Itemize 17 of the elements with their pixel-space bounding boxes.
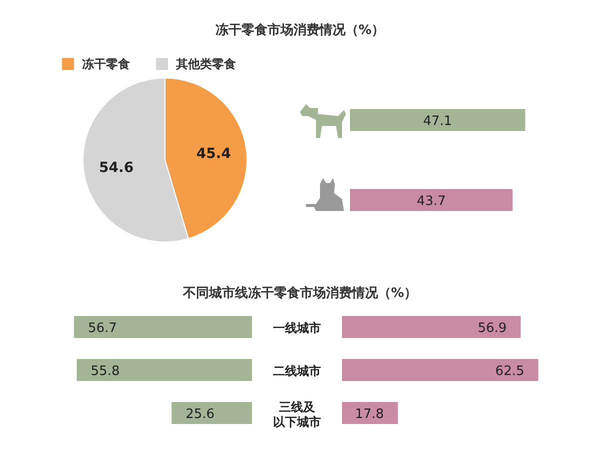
y-tick-label: 一线城市 — [273, 321, 321, 335]
data-label: 17.8 — [354, 407, 384, 422]
data-label: 47.1 — [423, 114, 452, 129]
data-label: 56.9 — [478, 321, 507, 336]
y-tick-label: 三线及以下城市 — [273, 400, 321, 429]
y-tick-label: 二线城市 — [273, 364, 321, 378]
data-label: 55.8 — [90, 364, 120, 379]
text: 冻干零食市场消费情况（%） — [215, 22, 385, 38]
data-label: 56.7 — [88, 321, 117, 336]
data-label: 54.6 — [99, 160, 134, 176]
legend-label: 冻干零食 — [82, 57, 130, 71]
data-label: 62.5 — [495, 364, 524, 379]
legend-label: 其他类零食 — [175, 57, 236, 71]
text: 不同城市线冻干零食市场消费情况（%） — [182, 285, 418, 301]
data-label: 45.4 — [196, 146, 232, 162]
data-label: 43.7 — [416, 194, 446, 209]
data-label: 25.6 — [186, 407, 215, 422]
